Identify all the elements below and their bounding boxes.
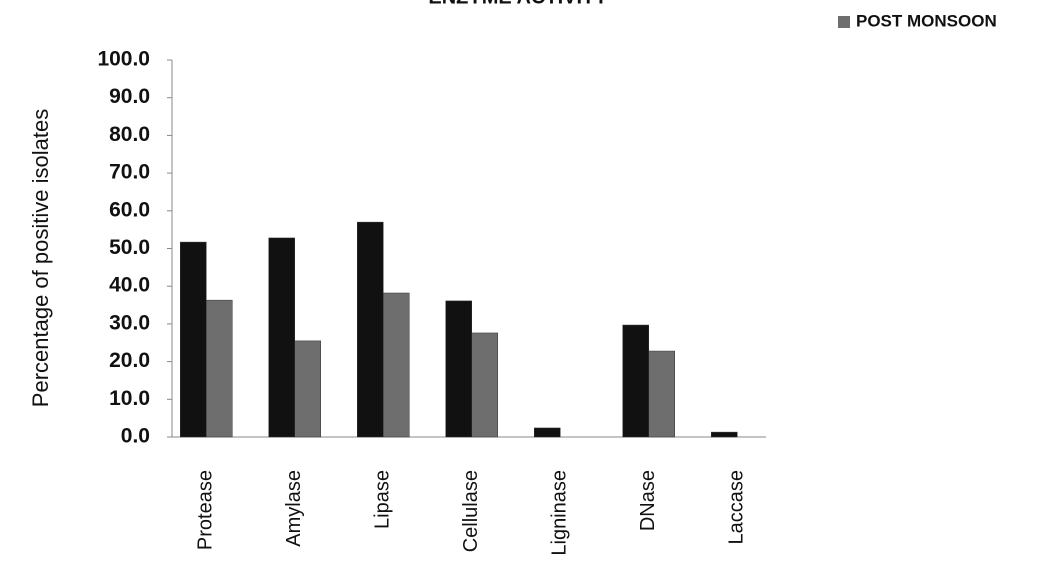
y-tick-label: 20.0	[109, 349, 150, 372]
bar	[357, 221, 384, 438]
bar	[383, 292, 410, 438]
y-tick-label: 10.0	[109, 387, 150, 410]
y-tick-label: 80.0	[109, 123, 150, 146]
bar	[445, 300, 472, 438]
bar	[294, 340, 321, 438]
bar	[268, 237, 295, 438]
x-tick-label: Protease	[195, 470, 217, 550]
y-tick-label: 90.0	[109, 85, 150, 108]
y-tick-label: 60.0	[109, 198, 150, 221]
y-tick-label: 40.0	[109, 274, 150, 297]
x-tick-label: Lipase	[372, 470, 394, 529]
bar	[206, 299, 233, 438]
bar	[711, 431, 738, 438]
y-tick-label: 30.0	[109, 311, 150, 334]
y-tick-label: 70.0	[109, 161, 150, 184]
chart-title: ENZYME ACTIVITY	[428, 0, 608, 8]
bar	[648, 350, 675, 438]
bar	[471, 332, 498, 438]
y-tick-label: 50.0	[109, 236, 150, 259]
bar	[622, 324, 649, 438]
x-tick-label: Ligninase	[549, 470, 571, 556]
x-tick-label: Cellulase	[460, 470, 482, 552]
bar	[180, 241, 207, 438]
bar	[534, 427, 561, 438]
x-tick-label: Amylase	[283, 470, 305, 547]
legend-swatch	[838, 16, 850, 28]
legend-label: POST MONSOON	[856, 11, 997, 30]
x-tick-label: DNase	[637, 470, 659, 531]
y-tick-label: 0.0	[121, 425, 150, 448]
x-tick-label: Laccase	[726, 470, 748, 545]
y-tick-label: 100.0	[97, 48, 150, 71]
y-axis-label: Percentage of positive isolates	[28, 109, 53, 407]
